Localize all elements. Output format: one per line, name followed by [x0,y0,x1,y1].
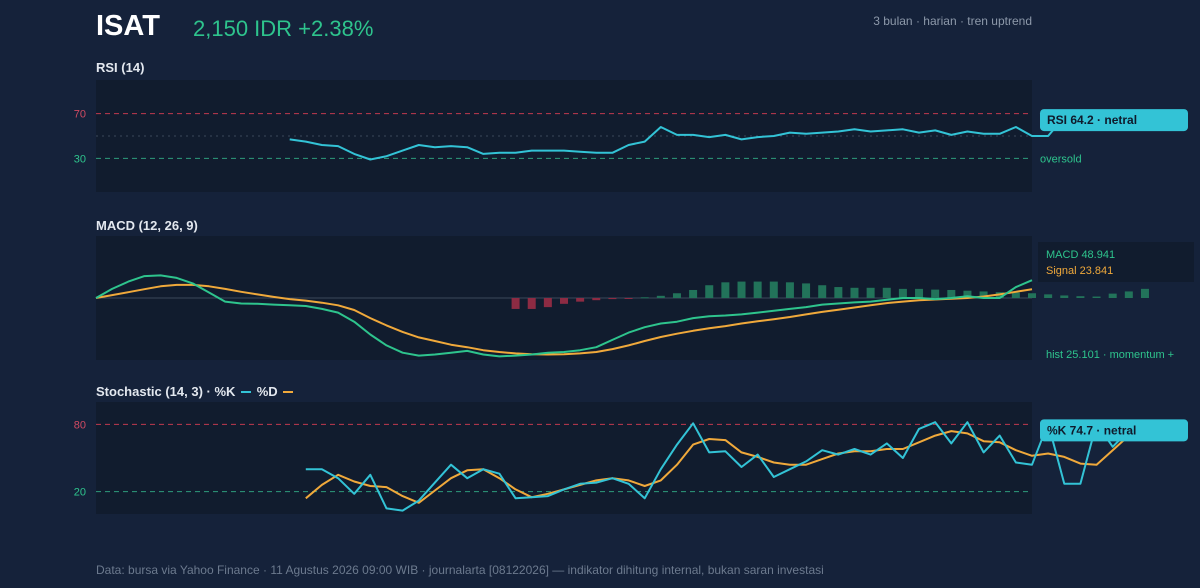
stoch-k-line [305,421,1130,512]
macd-title: MACD (12, 26, 9) [96,218,198,233]
macd-hist-bar [640,297,649,299]
stoch-title-text: Stochastic (14, 3) · %K [96,384,236,399]
macd-hist-bar [1060,295,1069,298]
macd-hist-bar [592,298,601,301]
macd-hist-bar [624,298,633,299]
macd-hist-bar [769,281,778,298]
macd-hist-bar [1108,293,1117,298]
stoch-tick-80: 80 [74,419,86,431]
stoch-callout-box [1040,419,1188,442]
panel-2-bg [96,402,1032,514]
rsi-tick-30: 30 [74,153,86,165]
macd-hist-bar [866,287,875,298]
macd-hist-bar [576,298,585,302]
macd-legend-box [1038,242,1194,282]
rsi-tick-70: 70 [74,109,86,121]
macd-line [95,274,1033,358]
macd-hist-bar [560,298,568,304]
macd-legend-signal: Signal 23.841 [1046,265,1113,277]
macd-hist-bar [898,288,907,298]
rsi-oversold-label: oversold [1040,153,1082,165]
macd-hist-bar [543,298,552,308]
d-legend-swatch [283,390,294,393]
rsi-callout-text: RSI 64.2 · netral [1047,113,1137,127]
macd-hist-bar [931,289,940,298]
macd-hist-bar [1011,292,1020,298]
stoch-d-line [305,430,1130,504]
macd-hist-bar [608,298,617,300]
stoch-callout-text: %K 74.7 · netral [1047,423,1136,437]
macd-hist-bar [672,293,681,298]
stoch-tick-20: 20 [74,487,86,499]
macd-hist-bar [785,282,794,298]
ticker-symbol: ISAT [96,10,160,42]
macd-hist-bar [882,287,891,298]
macd-hist-bar [689,289,698,298]
price-change: 2,150 IDR +2.38% [193,16,374,41]
macd-hist-bar [915,288,924,298]
rsi-title: RSI (14) [96,60,145,75]
macd-hist-label: hist 25.101 · momentum + [1046,349,1174,361]
macd-hist-bar [1092,296,1101,298]
macd-hist-bar [850,287,859,298]
macd-hist-bar [1076,296,1085,298]
chart-meta: 3 bulan · harian · tren uptrend [873,14,1032,28]
macd-hist-bar [511,298,520,309]
macd-legend-macd: MACD 48.941 [1046,249,1115,261]
macd-hist-bar [818,285,827,298]
macd-signal-line [95,283,1033,356]
macd-hist-bar [527,298,536,309]
rsi-line [289,116,1097,161]
macd-hist-bar [705,285,714,298]
macd-hist-bar [753,281,762,298]
d-legend-label: %D [256,384,278,399]
macd-hist-bar [979,291,988,298]
macd-hist-bar [1044,294,1053,298]
macd-hist-bar [963,290,972,298]
macd-hist-bar [1124,291,1133,298]
macd-hist-bar [834,287,843,298]
macd-hist-bar [802,283,811,298]
stoch-title: Stochastic (14, 3) · %K %D [96,384,295,399]
k-legend-swatch [241,390,252,393]
macd-hist-bar [656,295,665,298]
rsi-callout-box [1040,109,1188,132]
footer-source: Data: bursa via Yahoo Finance · 11 Agust… [96,563,824,577]
macd-hist-bar [1028,293,1036,298]
macd-hist-bar [947,289,956,298]
macd-hist-bar [1140,288,1149,298]
macd-hist-bar [737,281,746,298]
macd-hist-bar [721,282,730,298]
